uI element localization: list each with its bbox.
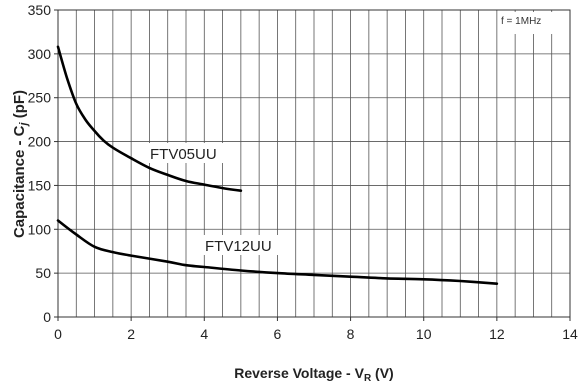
horizontal-gridlines [58,53,570,274]
ftv12uu-label-bg [203,235,283,255]
y-tick-label: 350 [28,2,52,18]
y-tick-labels: 0 50 100 150 200 250 300 350 [28,2,58,325]
x-axis-title: Reverse Voltage - VR (V) [234,365,393,384]
series-layer [56,45,499,285]
y-tick-label: 200 [28,134,52,150]
y-tick-label: 150 [28,177,52,193]
y-axis-title-main: Capacitance - C [11,125,28,238]
y-axis-title-sub: j [18,122,30,128]
frequency-note-bg [498,12,554,34]
frequency-note: f = 1MHz [501,16,541,27]
y-tick-label: 300 [28,46,52,62]
y-tick-label: 50 [35,265,51,281]
y-tick-label: 0 [43,309,51,325]
series-line-ftv05uu [56,45,243,192]
x-tick-label: 14 [562,326,578,342]
x-axis-title-unit: (V) [371,365,394,381]
x-tick-label: 12 [489,326,505,342]
x-tick-labels: 0 2 4 6 8 10 12 14 [54,317,578,342]
y-axis-title: Capacitance - Cj (pF) [11,90,30,238]
y-tick-label: 250 [28,90,52,106]
x-tick-label: 8 [347,326,355,342]
ftv05uu-label: FTV05UU [150,146,217,163]
x-axis-title-sub: R [364,373,372,384]
x-axis-title-main: Reverse Voltage - V [234,365,364,381]
x-tick-label: 4 [200,326,208,342]
ftv12uu-label: FTV12UU [205,238,272,255]
series-line-ftv12uu [56,219,499,285]
x-tick-label: 0 [54,326,62,342]
vertical-gridlines [75,10,553,317]
plot-border [57,9,571,318]
ftv05uu-label-bg [147,143,235,163]
y-tick-label: 100 [28,221,52,237]
x-tick-label: 6 [274,326,282,342]
x-tick-label: 2 [127,326,135,342]
y-axis-title-unit: (pF) [11,90,28,122]
x-tick-label: 10 [416,326,432,342]
